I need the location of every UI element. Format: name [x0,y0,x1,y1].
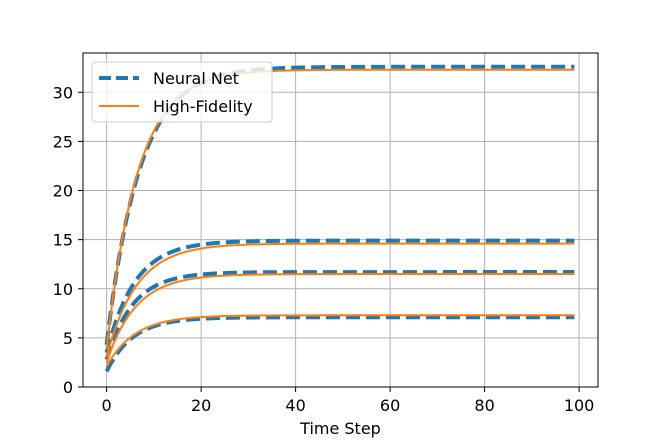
high-fidelity-series-3 [105,273,575,363]
x-axis-label: Time Step [299,419,381,438]
ticks: 0 20 40 60 80 100 0 5 10 15 20 25 30 [53,83,595,415]
y-tick-label: 10 [53,280,73,299]
axes-frame [82,52,599,388]
y-tick-label: 30 [53,83,73,102]
x-tick-label: 60 [380,396,400,415]
legend-label-neural-net: Neural Net [153,69,239,88]
neural-net-series-2 [104,238,575,354]
y-tick-label: 20 [53,182,73,201]
neural-net-series-3 [104,270,575,361]
x-tick-label: 40 [285,396,305,415]
y-tick-label: 15 [53,231,73,250]
legend-label-high-fidelity: High-Fidelity [153,97,253,116]
y-tick-label: 5 [63,329,73,348]
y-tick-label: 0 [63,378,73,397]
y-tick-label: 25 [53,132,73,151]
x-tick-label: 100 [564,396,595,415]
high-fidelity-series-4 [105,314,575,367]
x-tick-label: 0 [102,396,112,415]
legend: Neural Net High-Fidelity [91,61,273,123]
x-tick-label: 20 [191,396,211,415]
x-tick-label: 80 [474,396,494,415]
neural-net-series-4 [104,315,575,373]
high-fidelity-series-2 [105,242,575,357]
